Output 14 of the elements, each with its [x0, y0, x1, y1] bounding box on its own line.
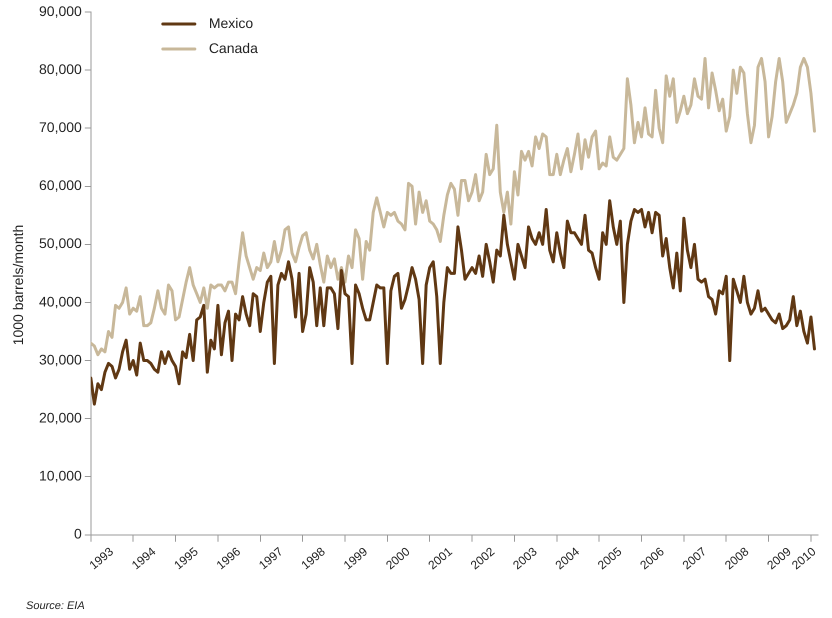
y-tick-label: 10,000 [38, 468, 82, 484]
y-tick-label: 40,000 [38, 293, 82, 310]
source-note: Source: EIA [26, 600, 85, 612]
legend-label: Mexico [208, 14, 254, 31]
legend-label: Canada [208, 40, 258, 56]
y-tick-label: 70,000 [38, 119, 82, 136]
y-tick-label: 0 [74, 526, 82, 542]
y-tick-label: 20,000 [38, 409, 82, 426]
y-tick-label: 50,000 [38, 235, 82, 252]
y-tick-label: 30,000 [38, 351, 82, 368]
y-tick-label: 80,000 [38, 60, 82, 77]
y-tick-label: 90,000 [38, 2, 82, 19]
y-tick-label: 60,000 [38, 177, 82, 194]
y-axis-title: 1000 barrels/month [10, 224, 26, 346]
